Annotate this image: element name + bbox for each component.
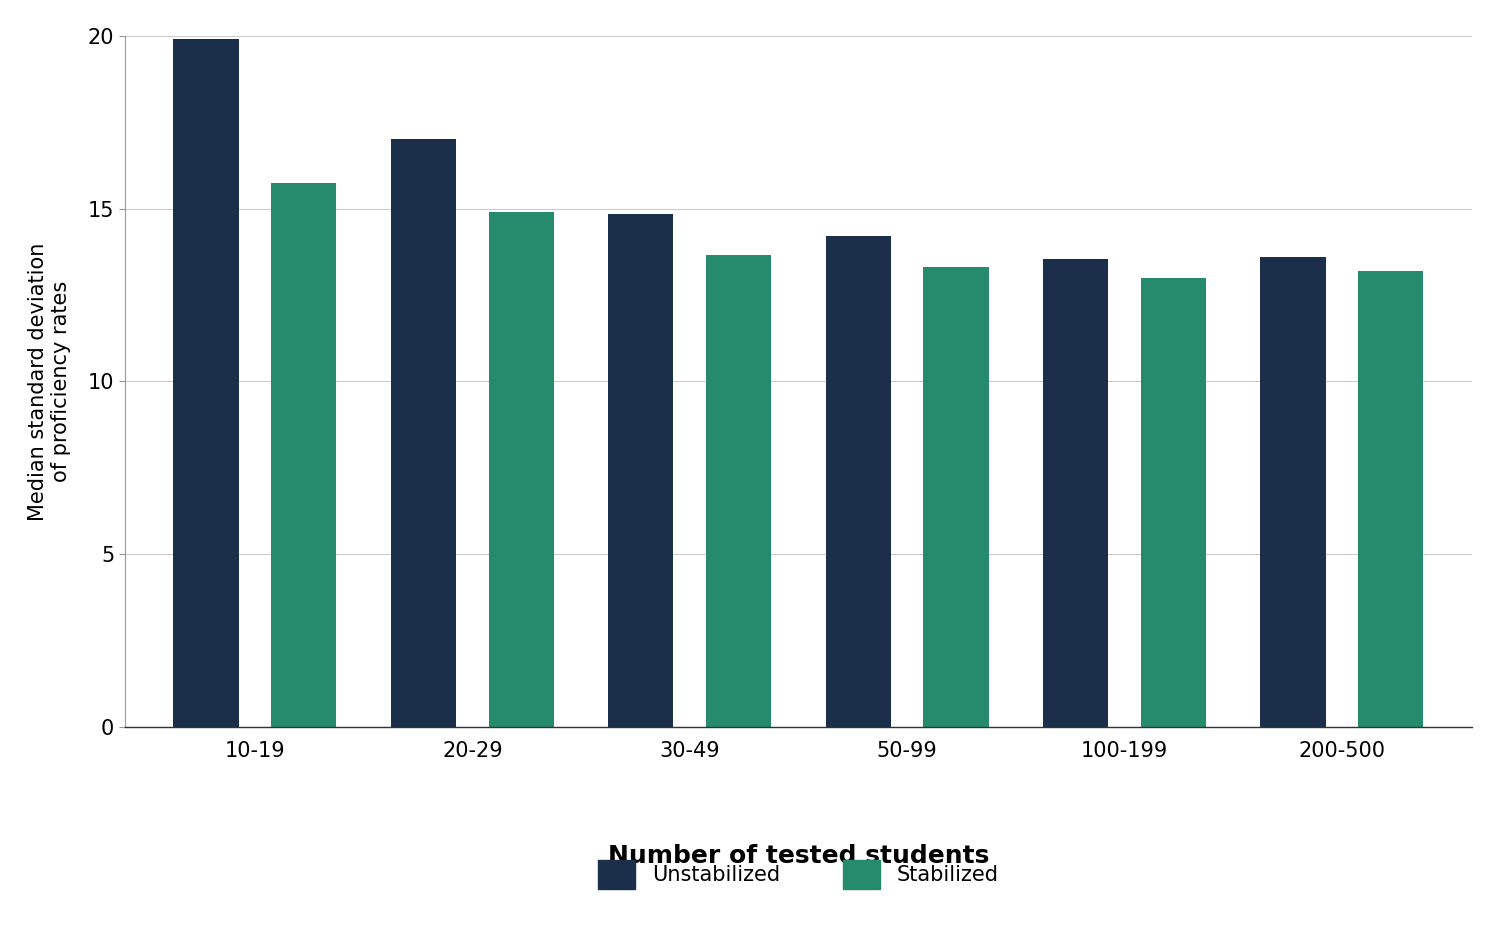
Bar: [272, 183, 336, 727]
Bar: [174, 39, 238, 727]
X-axis label: Number of tested students: Number of tested students: [608, 844, 988, 869]
Bar: [608, 213, 674, 727]
Y-axis label: Median standard deviation
of proficiency rates: Median standard deviation of proficiency…: [28, 242, 70, 521]
Legend: Unstabilized, Stabilized: Unstabilized, Stabilized: [578, 839, 1020, 910]
Bar: [825, 236, 891, 727]
Bar: [1260, 257, 1326, 727]
Bar: [392, 140, 456, 727]
Bar: [706, 255, 771, 727]
Bar: [489, 212, 554, 727]
Bar: [1358, 271, 1424, 727]
Bar: [1042, 259, 1108, 727]
Bar: [924, 267, 988, 727]
Bar: [1140, 278, 1206, 727]
